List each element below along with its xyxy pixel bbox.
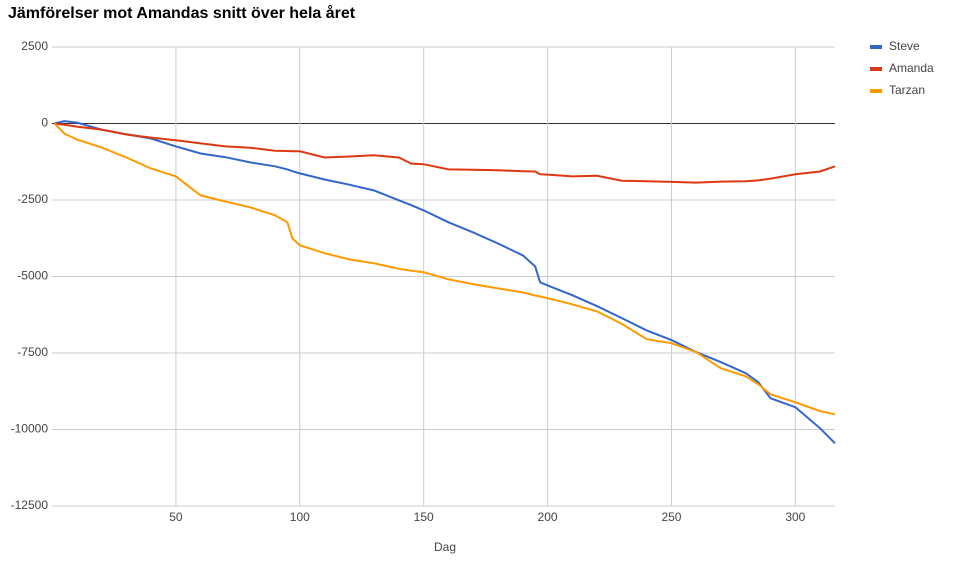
legend-label: Amanda bbox=[889, 61, 934, 75]
legend-swatch bbox=[870, 45, 882, 49]
x-tick-label: 250 bbox=[661, 510, 681, 524]
x-tick-label: 300 bbox=[785, 510, 805, 524]
x-axis-label: Dag bbox=[434, 540, 456, 554]
y-tick-label: 0 bbox=[41, 116, 48, 130]
series-line bbox=[54, 120, 836, 445]
series-line bbox=[53, 122, 836, 416]
x-tick-label: 200 bbox=[538, 510, 558, 524]
y-tick-label: 2500 bbox=[21, 39, 48, 53]
y-tick-label: -10000 bbox=[11, 422, 49, 436]
y-tick-label: -5000 bbox=[17, 269, 48, 283]
x-tick-label: 150 bbox=[414, 510, 434, 524]
series-line bbox=[54, 122, 836, 184]
x-tick-label: 50 bbox=[169, 510, 183, 524]
legend-label: Steve bbox=[889, 39, 920, 53]
y-tick-label: -12500 bbox=[11, 498, 49, 512]
y-tick-label: -7500 bbox=[17, 345, 48, 359]
x-tick-label: 100 bbox=[290, 510, 310, 524]
legend-swatch bbox=[870, 89, 882, 93]
legend-swatch bbox=[870, 67, 882, 71]
chart-title: Jämförelser mot Amandas snitt över hela … bbox=[8, 4, 356, 22]
y-tick-label: -2500 bbox=[17, 192, 48, 206]
legend-label: Tarzan bbox=[889, 83, 925, 97]
